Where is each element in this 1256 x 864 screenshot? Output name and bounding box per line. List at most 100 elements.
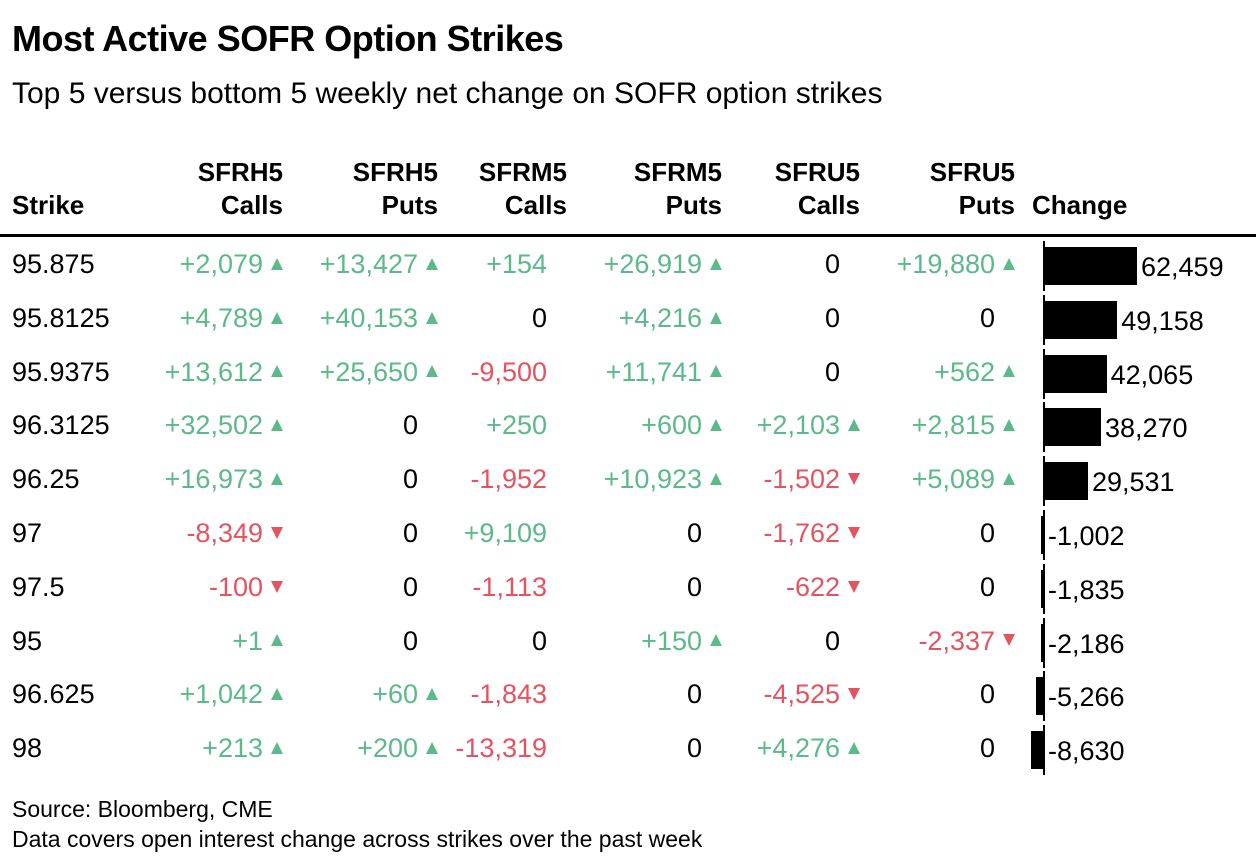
value-cell-sfrh5-calls: +1: [232, 625, 283, 657]
header-line-1: SFRM5: [478, 157, 567, 187]
chart-subtitle: Top 5 versus bottom 5 weekly net change …: [12, 77, 883, 110]
up-arrow-icon: [710, 473, 722, 486]
value-cell-sfrh5-calls: +4,789: [180, 302, 283, 334]
value-cell-sfrm5-puts: +4,216: [619, 302, 722, 334]
up-arrow-icon: [710, 311, 722, 324]
value-cell-sfru5-puts: -2,337: [918, 625, 1015, 657]
change-label: -5,266: [1048, 682, 1125, 713]
header-sfrm5-puts: SFRM5 Puts: [634, 156, 722, 222]
value-cell-sfrh5-calls: +32,502: [165, 409, 283, 441]
value-text: 0: [686, 518, 702, 548]
value-text: -9,500: [470, 356, 547, 387]
change-bar: [1044, 462, 1088, 501]
change-label: 42,065: [1110, 359, 1194, 390]
footer-source: Source: Bloomberg, CME: [12, 796, 273, 822]
change-label: -2,186: [1048, 628, 1125, 659]
value-text: -1,113: [472, 571, 547, 602]
header-line-1: SFRU5: [774, 157, 860, 187]
value-cell-sfrm5-puts: +11,741: [606, 356, 722, 388]
up-arrow-icon: [1003, 365, 1015, 378]
value-cell-sfrh5-puts: +60: [372, 678, 438, 710]
value-text: 0: [531, 302, 547, 333]
zero-axis: [1043, 617, 1045, 668]
value-text: 0: [402, 625, 418, 656]
value-text: +213: [202, 733, 263, 764]
up-arrow-icon: [1003, 419, 1015, 432]
value-cell-sfrh5-puts: 0: [403, 517, 418, 549]
value-cell-sfru5-puts: +5,089: [912, 463, 1015, 495]
down-arrow-icon: [848, 526, 860, 539]
value-cell-sfrh5-calls: +2,079: [180, 248, 283, 280]
header-change: Change: [1032, 189, 1127, 222]
value-text: -4,525: [763, 679, 840, 710]
strike-cell: 97: [12, 518, 43, 548]
value-cell-sfrm5-calls: -9,500: [470, 356, 547, 388]
value-text: -2,337: [918, 625, 995, 656]
value-cell-sfrh5-puts: 0: [403, 409, 418, 441]
value-text: 0: [979, 571, 995, 602]
change-label: 29,531: [1091, 467, 1175, 498]
up-arrow-icon: [271, 742, 283, 755]
value-cell-sfrh5-calls: +13,612: [165, 356, 283, 388]
value-cell-sfrh5-puts: +25,650: [320, 356, 438, 388]
down-arrow-icon: [848, 473, 860, 486]
value-cell-sfrh5-puts: 0: [403, 625, 418, 657]
up-arrow-icon: [271, 365, 283, 378]
strike-cell: 97.5: [12, 571, 65, 602]
up-arrow-icon: [271, 473, 283, 486]
value-cell-sfru5-calls: -1,762: [763, 517, 860, 549]
change-label: 49,158: [1121, 305, 1204, 336]
value-text: 0: [402, 571, 418, 602]
strike-cell: 96.3125: [12, 410, 110, 441]
value-cell-sfru5-puts: 0: [980, 732, 995, 764]
zero-axis: [1043, 348, 1045, 399]
value-text: 0: [824, 356, 840, 387]
up-arrow-icon: [710, 365, 722, 378]
value-text: 0: [979, 302, 995, 333]
header-sfrh5-calls: SFRH5 Calls: [198, 156, 283, 222]
value-text: -13,319: [455, 733, 547, 764]
up-arrow-icon: [426, 742, 438, 755]
value-cell-sfru5-calls: -4,525: [763, 678, 860, 710]
value-text: -1,843: [470, 679, 547, 710]
value-text: +4,276: [756, 733, 840, 764]
value-text: +200: [357, 733, 418, 764]
value-cell-sfru5-calls: -622: [786, 571, 860, 603]
value-text: +16,973: [164, 464, 263, 495]
value-cell-sfru5-calls: 0: [825, 302, 840, 334]
value-cell-sfrm5-calls: +154: [486, 248, 547, 280]
value-text: +26,919: [603, 249, 702, 279]
up-arrow-icon: [1003, 257, 1015, 270]
value-cell-sfrh5-puts: 0: [403, 571, 418, 603]
value-text: -100: [208, 571, 263, 602]
header-sfrm5-calls: SFRM5 Calls: [479, 156, 567, 222]
value-cell-sfru5-puts: +2,815: [912, 409, 1015, 441]
value-text: +60: [372, 679, 418, 710]
up-arrow-icon: [848, 419, 860, 432]
up-arrow-icon: [426, 257, 438, 270]
strike-cell: 95.8125: [12, 302, 110, 333]
value-text: +4,216: [618, 302, 702, 333]
value-cell-sfru5-calls: +2,103: [757, 409, 860, 441]
header-line-2: Calls: [797, 190, 860, 220]
value-text: +4,789: [179, 302, 263, 333]
header-strike-label: Strike: [12, 190, 85, 220]
header-line-2: Puts: [958, 190, 1015, 220]
value-cell-sfrh5-puts: +40,153: [320, 302, 438, 334]
value-cell-sfru5-calls: 0: [825, 356, 840, 388]
value-cell-sfrh5-calls: -100: [209, 571, 283, 603]
value-text: +1,042: [179, 679, 263, 710]
value-cell-sfrh5-calls: -8,349: [186, 517, 283, 549]
up-arrow-icon: [271, 419, 283, 432]
value-cell-sfru5-puts: 0: [980, 517, 995, 549]
value-text: +154: [486, 249, 547, 279]
change-bar: [1036, 677, 1044, 716]
value-text: -8,349: [186, 518, 263, 548]
change-bar: [1041, 516, 1044, 554]
value-text: 0: [402, 518, 418, 548]
change-bar: [1031, 731, 1044, 770]
header-line-1: SFRH5: [197, 157, 283, 187]
header-change-label: Change: [1032, 190, 1128, 220]
header-strike: Strike: [12, 189, 84, 222]
header-line-1: SFRM5: [633, 157, 722, 187]
